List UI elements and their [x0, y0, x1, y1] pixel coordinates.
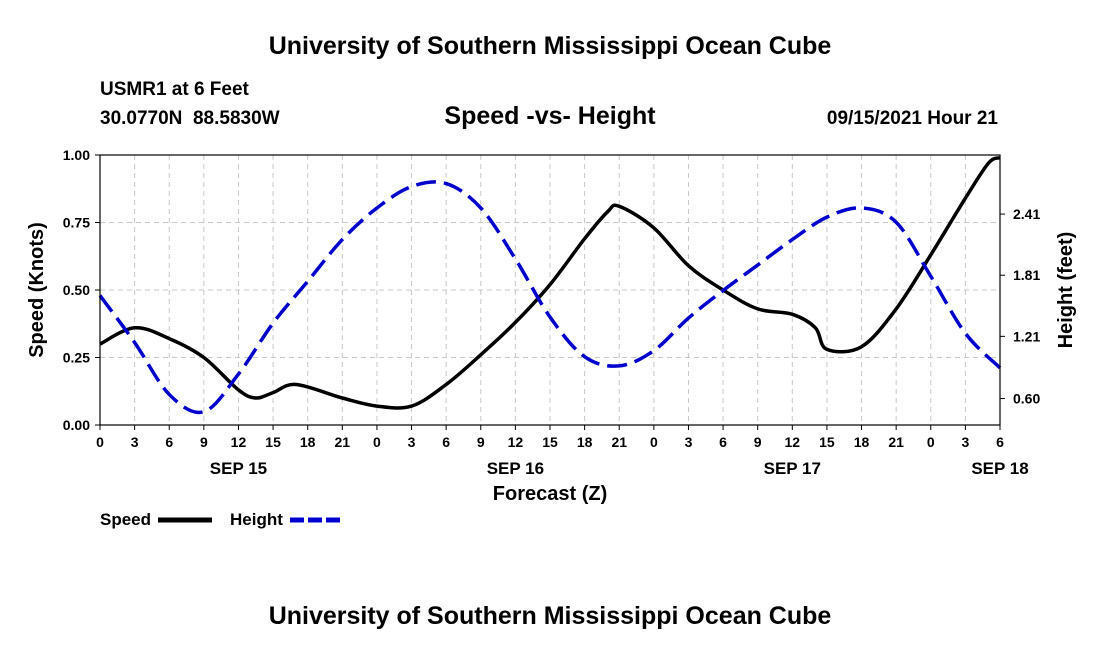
- y-right-tick-label: 0.60: [1013, 391, 1040, 407]
- x-tick-label: 0: [927, 434, 935, 450]
- x-tick-label: 0: [96, 434, 104, 450]
- y-right-tick-label: 2.41: [1013, 206, 1040, 222]
- x-tick-label: 18: [300, 434, 316, 450]
- x-tick-label: 18: [577, 434, 593, 450]
- x-tick-label: 21: [611, 434, 627, 450]
- y-right-tick-label: 1.81: [1013, 267, 1040, 283]
- y-axis-left-title: Speed (Knots): [26, 222, 48, 358]
- x-tick-label: 0: [650, 434, 658, 450]
- x-tick-label: 3: [408, 434, 416, 450]
- x-tick-label: 12: [231, 434, 247, 450]
- series-layer: [98, 156, 1002, 415]
- x-tick-label: 3: [685, 434, 693, 450]
- station-label: USMR1 at 6 Feet: [100, 79, 250, 100]
- x-tick-label: 3: [961, 434, 969, 450]
- footer-title: University of Southern Mississippi Ocean…: [269, 602, 832, 630]
- timestamp-label: 09/15/2021 Hour 21: [827, 108, 999, 129]
- y-left-tick-label: 0.75: [63, 215, 90, 231]
- x-tick-label: 18: [854, 434, 870, 450]
- chart-title: University of Southern Mississippi Ocean…: [269, 32, 832, 60]
- x-axis-title: Forecast (Z): [493, 483, 607, 505]
- x-tick-label: 21: [888, 434, 904, 450]
- y-axis-right-title: Height (feet): [1055, 232, 1077, 349]
- grid: [100, 155, 1000, 425]
- y-left-tick-label: 0.00: [63, 417, 90, 433]
- x-tick-label: 21: [335, 434, 351, 450]
- x-tick-label: 6: [442, 434, 450, 450]
- x-tick-label: 15: [819, 434, 835, 450]
- x-tick-label: 0: [373, 434, 381, 450]
- y-left-tick-label: 0.50: [63, 282, 90, 298]
- x-tick-label: 6: [165, 434, 173, 450]
- x-tick-label: 12: [785, 434, 801, 450]
- x-tick-label: 9: [754, 434, 762, 450]
- date-label: SEP 18: [971, 459, 1028, 478]
- date-label: SEP 17: [764, 459, 821, 478]
- legend-speed-label: Speed: [100, 510, 151, 529]
- x-tick-label: 9: [477, 434, 485, 450]
- y-right-tick-label: 1.21: [1013, 328, 1040, 344]
- y-left-tick-label: 1.00: [63, 147, 90, 163]
- legend: Speed Height: [100, 510, 344, 529]
- series-line-speed: [99, 156, 1001, 410]
- axes: 0 3 6 9 12 15 18 21 0 3 6 9 12 15 18 21 0 3 6 9 12 15 18 21 0 3 6 S…: [63, 147, 1041, 478]
- legend-height-label: Height: [230, 510, 283, 529]
- series-line-height: [98, 180, 1002, 415]
- x-tick-label: 6: [719, 434, 727, 450]
- x-tick-label: 15: [265, 434, 281, 450]
- x-tick-label: 15: [542, 434, 558, 450]
- x-tick-label: 12: [508, 434, 524, 450]
- x-tick-label: 6: [996, 434, 1004, 450]
- chart-subtitle: Speed -vs- Height: [444, 102, 656, 130]
- y-left-tick-label: 0.25: [63, 350, 90, 366]
- x-tick-label: 9: [200, 434, 208, 450]
- x-tick-label: 3: [131, 434, 139, 450]
- coordinates-label: 30.0770N 88.5830W: [100, 108, 280, 129]
- date-label: SEP 15: [210, 459, 267, 478]
- date-label: SEP 16: [487, 459, 544, 478]
